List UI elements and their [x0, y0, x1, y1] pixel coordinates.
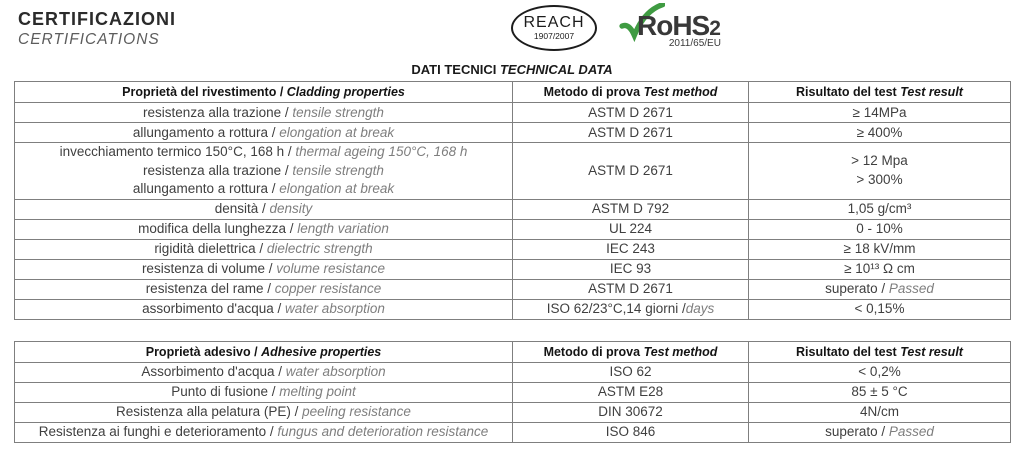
table-row-thermal-ageing: invecchiamento termico 150°C, 168 h / th… [14, 142, 1011, 200]
property-line: invecchiamento termico 150°C, 168 h / th… [59, 144, 468, 159]
table-row: resistenza di volume / volume resistance… [14, 258, 1011, 280]
method-cell: ASTM D 792 [512, 198, 749, 220]
result-cell: superato / Passed [748, 278, 1011, 300]
reach-label: REACH [523, 13, 585, 31]
table-row: rigidità dielettrica / dielectric streng… [14, 238, 1011, 260]
property-cell: assorbimento d'acqua / water absorption [14, 298, 513, 320]
rohs-regulation: 2011/65/EU [668, 37, 721, 49]
table-header-row: Proprietà del rivestimento / Cladding pr… [14, 81, 1011, 103]
section-heading-it: DATI TECNICI [411, 62, 500, 77]
property-cell: densità / density [14, 198, 513, 220]
table-row: assorbimento d'acqua / water absorption … [14, 298, 1011, 320]
adhesive-properties-table: Proprietà adesivo / Adhesive properties … [14, 340, 1011, 443]
property-header-cell: Proprietà adesivo / Adhesive properties [14, 340, 513, 363]
property-cell: Resistenza alla pelatura (PE) / peeling … [14, 401, 513, 423]
method-cell: ASTM D 2671 [512, 122, 749, 143]
result-cell: 0 - 10% [748, 218, 1011, 240]
page-title-block: CERTIFICAZIONI CERTIFICATIONS [18, 9, 176, 50]
table-row: Resistenza alla pelatura (PE) / peeling … [14, 401, 1011, 423]
property-header-cell: Proprietà del rivestimento / Cladding pr… [14, 81, 513, 103]
result-line: > 300% [856, 171, 903, 187]
property-cell: resistenza alla trazione / tensile stren… [14, 102, 513, 123]
result-cell: ≥ 18 kV/mm [748, 238, 1011, 260]
green-check-icon [619, 3, 665, 43]
certification-logos: REACH 1907/2007 RoHS 2 2011/65/EU [511, 3, 721, 51]
method-cell: ISO 62 [512, 361, 749, 383]
section-heading: DATI TECNICI TECHNICAL DATA [14, 62, 1010, 77]
property-cell: invecchiamento termico 150°C, 168 h / th… [14, 142, 513, 200]
cladding-properties-table: Proprietà del rivestimento / Cladding pr… [14, 81, 1011, 320]
result-cell: 4N/cm [748, 401, 1011, 423]
method-header-cell: Metodo di prova Test method [512, 340, 749, 363]
result-header-cell: Risultato del test Test result [748, 81, 1011, 103]
page-title: CERTIFICAZIONI [18, 9, 176, 29]
method-cell: ISO 846 [512, 421, 749, 443]
table-row: modifica della lunghezza / length variat… [14, 218, 1011, 240]
method-cell: UL 224 [512, 218, 749, 240]
reach-regulation: 1907/2007 [533, 30, 575, 41]
property-line: resistenza alla trazione / tensile stren… [143, 162, 384, 178]
table-header-row: Proprietà adesivo / Adhesive properties … [14, 340, 1011, 363]
property-cell: Resistenza ai funghi e deterioramento / … [14, 421, 513, 443]
page-subtitle: CERTIFICATIONS [18, 30, 160, 48]
property-cell: modifica della lunghezza / length variat… [14, 218, 513, 240]
table-row: densità / density ASTM D 792 1,05 g/cm³ [14, 198, 1011, 220]
result-cell: ≥ 400% [748, 122, 1011, 143]
reach-logo: REACH 1907/2007 [511, 5, 597, 51]
method-cell: ISO 62/23°C,14 giorni /days [512, 298, 749, 320]
property-cell: rigidità dielettrica / dielectric streng… [14, 238, 513, 260]
result-cell: ≥ 10¹³ Ω cm [748, 258, 1011, 280]
result-cell: 1,05 g/cm³ [748, 198, 1011, 220]
result-line: > 12 Mpa [851, 153, 908, 169]
result-cell: 85 ± 5 °C [748, 381, 1011, 403]
result-cell: superato / Passed [748, 421, 1011, 443]
method-header-cell: Metodo di prova Test method [512, 81, 749, 103]
table-row: allungamento a rottura / elongation at b… [14, 122, 1011, 143]
result-cell: < 0,2% [748, 361, 1011, 383]
method-cell: ASTM D 2671 [512, 142, 749, 200]
result-header-cell: Risultato del test Test result [748, 340, 1011, 363]
table-row: Resistenza ai funghi e deterioramento / … [14, 421, 1011, 443]
method-cell: ASTM E28 [512, 381, 749, 403]
rohs-label: RoHS [637, 10, 710, 42]
property-line: allungamento a rottura / elongation at b… [132, 181, 395, 197]
property-cell: Assorbimento d'acqua / water absorption [14, 361, 513, 383]
method-cell: IEC 93 [512, 258, 749, 280]
property-cell: allungamento a rottura / elongation at b… [14, 122, 513, 143]
table-row: resistenza del rame / copper resistance … [14, 278, 1011, 300]
table-row: Punto di fusione / melting point ASTM E2… [14, 381, 1011, 403]
rohs-logo: RoHS 2 2011/65/EU [619, 3, 721, 49]
result-cell: > 12 Mpa > 300% [748, 142, 1011, 200]
method-cell: IEC 243 [512, 238, 749, 260]
result-cell: ≥ 14MPa [748, 102, 1011, 123]
method-cell: ASTM D 2671 [512, 278, 749, 300]
section-heading-en: TECHNICAL DATA [499, 62, 613, 77]
property-cell: resistenza del rame / copper resistance [14, 278, 513, 300]
property-cell: resistenza di volume / volume resistance [14, 258, 513, 280]
rohs-number: 2 [709, 17, 721, 41]
table-row: resistenza alla trazione / tensile stren… [14, 102, 1011, 123]
property-cell: Punto di fusione / melting point [14, 381, 513, 403]
table-row: Assorbimento d'acqua / water absorption … [14, 361, 1011, 383]
method-cell: ASTM D 2671 [512, 102, 749, 123]
method-cell: DIN 30672 [512, 401, 749, 423]
main-content: DATI TECNICI TECHNICAL DATA Proprietà de… [14, 62, 1011, 443]
result-cell: < 0,15% [748, 298, 1011, 320]
